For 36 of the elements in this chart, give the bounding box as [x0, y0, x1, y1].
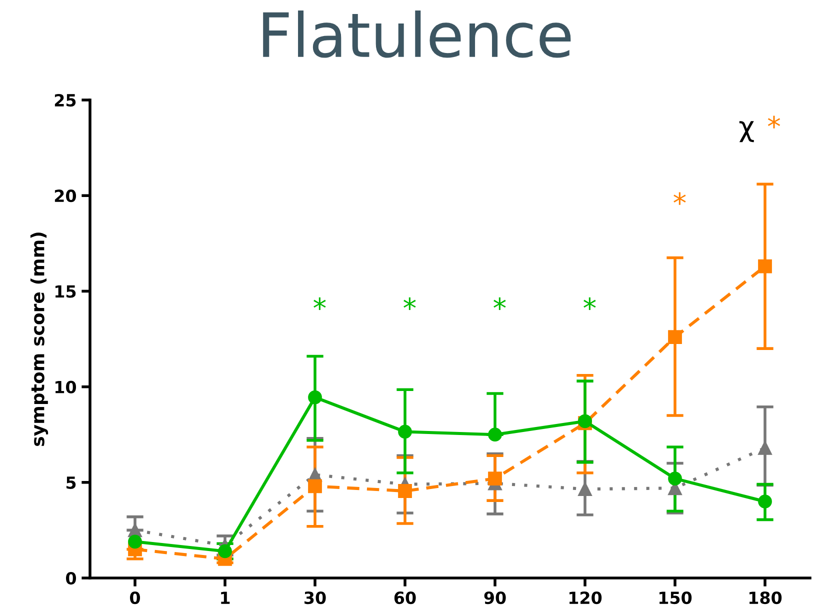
x-tick-label: 0 [130, 591, 140, 604]
point [488, 472, 502, 486]
annotation: * [314, 297, 326, 310]
x-tick-label: 180 [749, 591, 782, 604]
x-tick-label: 1 [221, 592, 230, 604]
x-tick-label: 90 [484, 591, 506, 604]
x-tick-label: 120 [569, 591, 602, 604]
point [128, 534, 142, 549]
point [398, 484, 412, 498]
y-tick-label: 25 [54, 94, 76, 107]
y-tick-label: 0 [66, 572, 76, 585]
y-tick-label: 15 [55, 285, 76, 298]
point [578, 482, 592, 496]
annotation: * [404, 297, 416, 310]
x-tick-label: 60 [394, 591, 416, 604]
point [758, 441, 772, 455]
x-tick-label: 150 [659, 591, 692, 604]
point [308, 479, 322, 494]
chart-title: Flatulence [263, 10, 571, 58]
point [308, 390, 322, 404]
y-tick-label: 10 [55, 380, 76, 394]
y-axis-title: symptom score (mm) [30, 232, 48, 446]
annotation: * [494, 297, 506, 310]
y-tick-label: 20 [54, 190, 76, 202]
x-tick-label: 30 [304, 591, 326, 604]
point [758, 494, 772, 508]
annotation: * [584, 297, 596, 310]
point [488, 428, 502, 442]
annotation: * [768, 116, 780, 128]
point [398, 424, 412, 439]
point [668, 330, 682, 344]
point [758, 259, 772, 274]
annotation: χ [739, 121, 754, 142]
point [668, 472, 682, 486]
y-tick-label: 5 [66, 476, 76, 489]
annotation: * [674, 192, 686, 205]
